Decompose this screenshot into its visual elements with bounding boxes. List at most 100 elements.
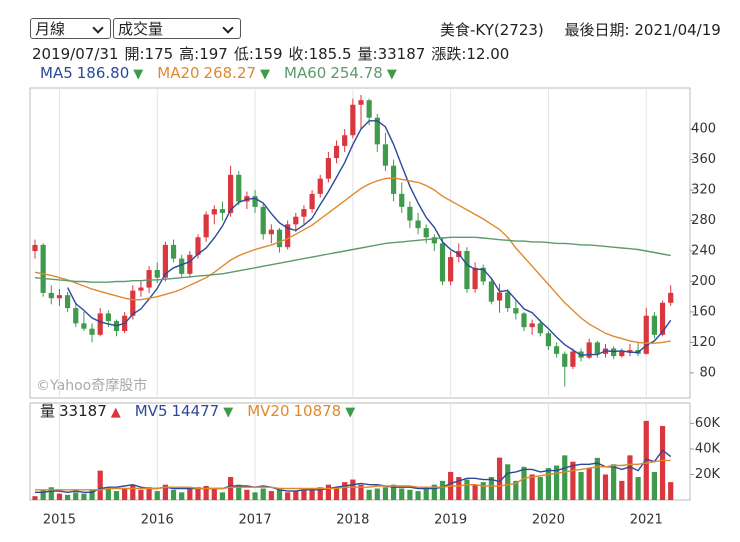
volume-bar: [228, 477, 234, 500]
candle-body: [203, 214, 209, 238]
volume-bar: [488, 477, 494, 500]
y-tick-label: 60K: [695, 416, 721, 431]
volume-bar: [56, 493, 63, 500]
volume-bar: [545, 468, 552, 500]
volume-bar: [105, 487, 111, 500]
legend-value: 14477: [171, 402, 220, 420]
candle-body: [293, 216, 299, 225]
y-tick-label: 400: [691, 122, 716, 137]
volume-bar: [89, 489, 95, 500]
info-item: 量:33187: [357, 45, 426, 63]
legend-arrow: ▼: [345, 405, 356, 420]
y-tick-label: 120: [691, 335, 716, 350]
candle-body: [423, 228, 429, 238]
volume-bar: [268, 491, 274, 500]
volume-bar: [529, 474, 535, 500]
candle-body: [170, 244, 177, 259]
candle-body: [488, 281, 494, 302]
info-item: 漲跌:12.00: [431, 45, 510, 63]
candle-body: [187, 254, 193, 274]
volume-bar: [195, 487, 201, 500]
volume-bar: [651, 471, 657, 500]
y-tick-label: 360: [691, 152, 716, 167]
candle-body: [619, 351, 625, 357]
volume-bar: [611, 464, 617, 500]
indicator-select[interactable]: 成交量: [113, 18, 241, 39]
volume-bar: [431, 484, 437, 500]
y-tick-label: 160: [691, 304, 716, 319]
legend-value: 10878: [293, 402, 342, 420]
candle-body: [562, 353, 568, 367]
candle-body: [301, 209, 307, 217]
volume-bar: [170, 489, 177, 500]
candle-body: [81, 323, 87, 329]
info-item: 高:197: [179, 45, 228, 63]
volume-bar: [317, 487, 323, 500]
candle-body: [399, 193, 405, 207]
candle-body: [651, 315, 657, 335]
y-tick-label: 40K: [695, 441, 721, 456]
y-tick-label: 240: [691, 243, 716, 258]
period-select[interactable]: 月線: [30, 18, 111, 39]
volume-bar: [513, 480, 519, 500]
volume-bar: [244, 489, 250, 500]
watermark: ©Yahoo奇摩股市: [36, 377, 147, 394]
volume-bar: [138, 489, 144, 500]
candle-body: [333, 145, 340, 159]
candle-body: [407, 206, 413, 221]
legend-arrow: ▼: [260, 67, 271, 82]
volume-bar: [122, 488, 128, 500]
volume-bar: [236, 484, 242, 500]
info-line: 2019/07/31 開:175 高:197 低:159 收:185.5 量:33187 漲…: [32, 43, 515, 64]
candle-body: [611, 348, 617, 357]
candle-body: [366, 100, 372, 118]
candle-body: [32, 244, 38, 251]
candle-body: [285, 224, 291, 248]
candle-body: [97, 313, 103, 335]
info-item: 收:185.5: [288, 45, 352, 63]
candle-body: [236, 174, 242, 202]
legend-value: 254.78: [330, 64, 383, 82]
volume-bar: [252, 492, 258, 500]
ma-line: [35, 459, 671, 491]
volume-bar: [496, 457, 503, 500]
candle-body: [317, 178, 323, 194]
candle-body: [545, 333, 552, 347]
candle-body: [472, 267, 478, 290]
volume-bar: [627, 455, 633, 500]
candle-body: [276, 229, 283, 248]
x-tick-label: 2015: [43, 513, 76, 528]
legend-name: MA60: [284, 64, 327, 82]
volume-bar: [350, 479, 356, 500]
candle-body: [439, 243, 446, 282]
candle-body: [537, 323, 543, 334]
volume-bar: [40, 489, 46, 500]
candle-body: [513, 308, 519, 314]
volume-bar: [602, 474, 609, 500]
price-frame: [29, 87, 691, 399]
volume-bar: [293, 491, 299, 500]
volume-bar: [154, 491, 160, 500]
candle-body: [521, 313, 527, 328]
candle-body: [374, 117, 380, 145]
volume-bar: [480, 482, 486, 500]
volume-bar: [285, 492, 291, 500]
y-tick-label: 280: [691, 213, 716, 228]
volume-bar: [162, 484, 168, 500]
candle-body: [73, 308, 79, 324]
volume-bar: [562, 455, 568, 500]
volume-bar: [521, 466, 527, 500]
volume-bar: [423, 487, 429, 500]
volume-bar: [301, 489, 307, 500]
y-tick-label: 320: [691, 183, 716, 198]
candle-body: [627, 350, 633, 352]
volume-bar: [464, 479, 470, 500]
volume-bar: [635, 477, 641, 500]
candle-body: [40, 244, 46, 293]
ma-line: [34, 177, 671, 344]
info-item: 低:159: [233, 45, 283, 63]
volume-bar: [554, 465, 560, 500]
candle-body: [350, 104, 356, 136]
last-date: 最後日期: 2021/04/19: [564, 21, 721, 39]
x-tick-label: 2018: [336, 513, 369, 528]
